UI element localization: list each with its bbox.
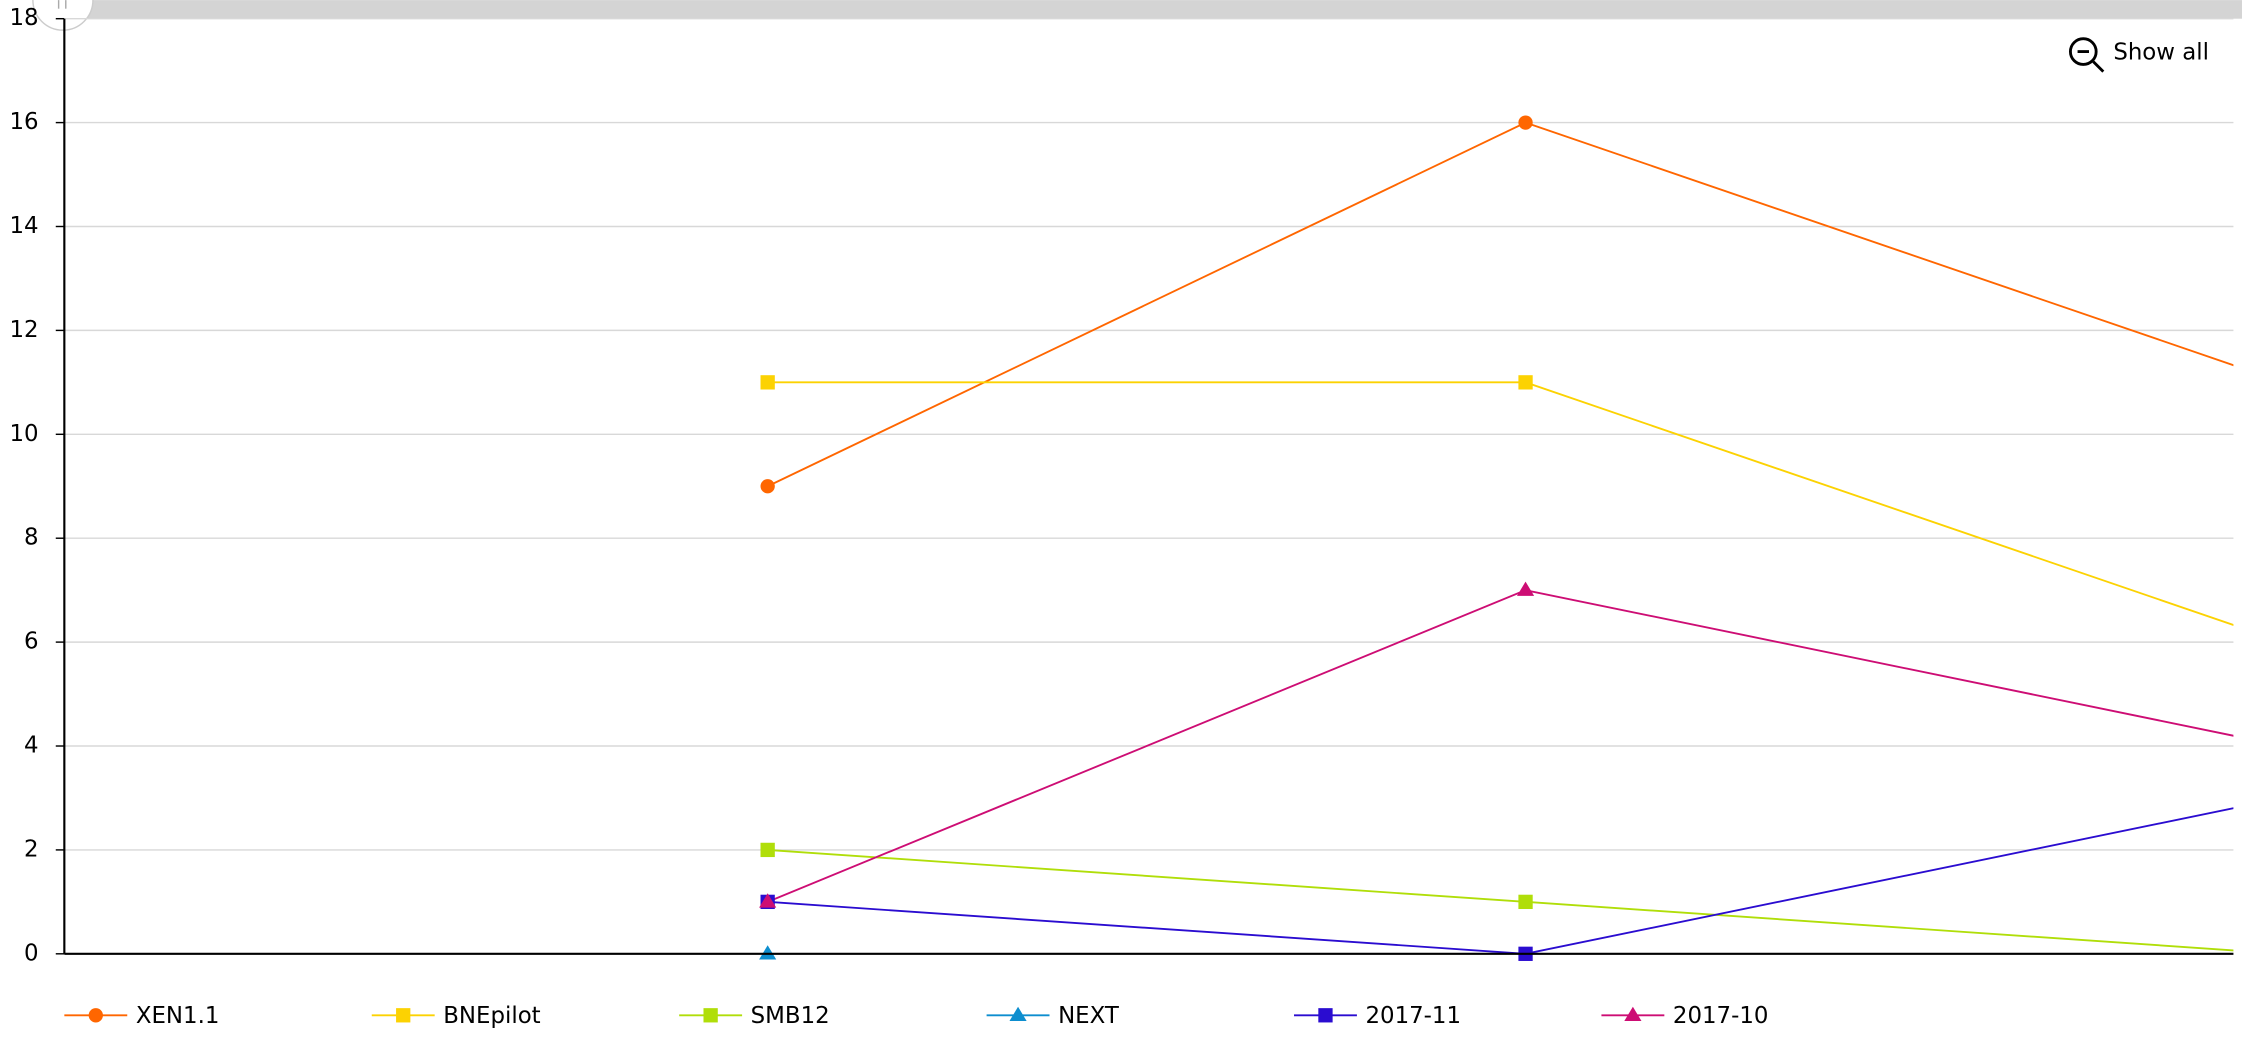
y-tick-label: 4 xyxy=(24,733,39,759)
legend-label: NEXT xyxy=(1058,1003,1120,1029)
legend-marker xyxy=(1624,1006,1642,1022)
point xyxy=(759,945,777,960)
legend-item[interactable]: NEXT xyxy=(986,1003,1120,1029)
y-tick-label: 12 xyxy=(10,317,39,343)
legend-marker xyxy=(1009,1006,1027,1022)
point xyxy=(759,893,777,908)
legend-item[interactable]: BNEpilot xyxy=(371,1003,541,1029)
zoom-icon xyxy=(2068,37,2098,66)
legend-marker xyxy=(88,1008,103,1023)
zoom-icon xyxy=(2092,60,2105,73)
point xyxy=(760,842,775,858)
scrollbar-grip[interactable] xyxy=(32,0,94,31)
y-tick-label: 18 xyxy=(10,5,39,31)
y-tick-label: 2 xyxy=(24,836,39,862)
scrollbar[interactable] xyxy=(64,0,2242,19)
legend-item[interactable]: SMB12 xyxy=(679,1003,830,1029)
y-tick-label: 10 xyxy=(10,421,39,447)
point xyxy=(760,375,775,390)
legend-item[interactable]: XEN1.1 xyxy=(64,1003,219,1029)
legend-label: BNEpilot xyxy=(443,1003,540,1029)
y-tick-label: 6 xyxy=(24,629,39,655)
y-tick-label: 16 xyxy=(10,109,39,135)
point xyxy=(760,479,775,494)
zoom-out-button[interactable]: Show all xyxy=(2068,37,2209,73)
point xyxy=(1518,115,1533,130)
series-line xyxy=(767,121,2234,488)
legend-label: XEN1.1 xyxy=(136,1003,220,1029)
legend-marker xyxy=(1318,1008,1333,1023)
legend-label: 2017-10 xyxy=(1673,1003,1769,1029)
series-line xyxy=(767,807,2234,955)
legend-marker xyxy=(396,1008,411,1023)
zoom-out-label: Show all xyxy=(2113,40,2209,66)
legend-marker xyxy=(703,1008,718,1023)
y-tick-label: 0 xyxy=(24,940,39,966)
point xyxy=(1518,375,1533,390)
series-line xyxy=(767,381,2234,626)
point xyxy=(1518,894,1533,910)
legend-label: 2017-11 xyxy=(1366,1003,1462,1029)
legend-item[interactable]: 2017-10 xyxy=(1601,1003,1768,1029)
point xyxy=(1516,581,1535,596)
series-line xyxy=(767,848,2234,952)
y-tick-label: 8 xyxy=(24,525,39,551)
legend-label: SMB12 xyxy=(751,1003,830,1029)
legend-item[interactable]: 2017-11 xyxy=(1294,1003,1461,1029)
y-tick-label: 14 xyxy=(10,213,39,239)
